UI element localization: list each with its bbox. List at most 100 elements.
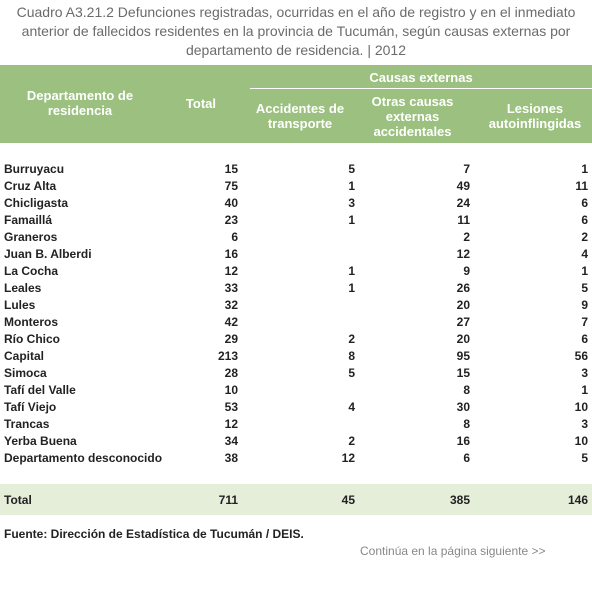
cell-value: 24 [456,196,470,210]
cell-value: 1 [581,264,588,278]
cell-value: 27 [456,315,470,329]
row-label: Tafí del Valle [4,383,76,397]
cell-value: 5 [348,366,355,380]
cell-value: 12 [224,417,238,431]
cell-value: 16 [224,247,238,261]
cell-value: 6 [581,332,588,346]
col-header: Departamento de residencia [26,88,134,118]
cell-value: 385 [449,493,470,507]
cell-value: 7 [463,162,470,176]
header-divider [250,88,592,89]
cell-value: 5 [581,281,588,295]
cell-value: 6 [581,213,588,227]
col-header: Accidentes de transporte [255,101,345,131]
cell-value: 7 [581,315,588,329]
cell-value: 26 [456,281,470,295]
row-label: Cruz Alta [4,179,57,193]
cell-value: 6 [463,451,470,465]
row-label: Capital [4,349,45,363]
total-band [0,484,592,515]
cell-value: 5 [581,451,588,465]
cell-value: 15 [224,162,238,176]
cell-value: 53 [224,400,238,414]
row-label: Río Chico [4,332,60,346]
cell-value: 16 [456,434,470,448]
continuation: Continúa en la página siguiente >> [360,544,546,558]
col-header: Lesiones autoinflingidas [488,101,582,131]
cell-value: 2 [463,230,470,244]
cell-value: 1 [348,213,355,227]
cell-value: 2 [348,434,355,448]
col-header: Otras causas externas accidentales [371,94,454,139]
row-label: Departamento desconocido [4,451,163,465]
cell-value: 12 [224,264,238,278]
cell-value: 12 [456,247,470,261]
row-label: Lules [4,298,36,312]
row-label: Burruyacu [4,162,65,176]
cell-value: 32 [224,298,238,312]
group-header: Causas externas [369,70,473,85]
cell-value: 2 [581,230,588,244]
cell-value: 56 [574,349,588,363]
row-label: Trancas [4,417,50,431]
cell-value: 711 [218,493,238,507]
row-label: Chicligasta [4,196,69,210]
cell-value: 34 [224,434,238,448]
row-label: Juan B. Alberdi [4,247,92,261]
cell-value: 2 [348,332,355,346]
cell-value: 1 [348,281,355,295]
cell-value: 95 [456,349,470,363]
cell-value: 15 [456,366,470,380]
header-band [0,65,592,143]
cell-value: 10 [574,434,588,448]
row-label: Simoca [4,366,47,380]
title-line: Cuadro A3.21.2 Defunciones registradas, … [16,4,576,20]
cell-value: 5 [348,162,355,176]
cell-value: 3 [348,196,355,210]
col-header: Total [185,96,216,111]
cell-value: 40 [224,196,238,210]
cell-value: 1 [581,162,588,176]
title-line: anterior de fallecidos residentes en la … [21,23,571,39]
cell-value: 11 [575,179,588,193]
source: Fuente: Dirección de Estadística de Tucu… [4,527,304,541]
title-line: departamento de residencia. | 2012 [185,42,406,58]
cell-value: 213 [217,349,238,363]
cell-value: 11 [457,213,470,227]
cell-value: 20 [456,298,470,312]
row-label: Yerba Buena [4,434,77,448]
cell-value: 29 [224,332,238,346]
row-label: La Cocha [4,264,59,278]
cell-value: 1 [348,264,355,278]
cell-value: 9 [581,298,588,312]
cell-value: 6 [231,230,238,244]
row-label: Total [4,493,32,507]
cell-value: 75 [224,179,238,193]
cell-value: 23 [224,213,238,227]
cell-value: 9 [463,264,470,278]
cell-value: 33 [224,281,238,295]
cell-value: 4 [581,247,588,261]
cell-value: 45 [341,493,355,507]
cell-value: 1 [348,179,355,193]
cell-value: 28 [224,366,238,380]
row-label: Graneros [4,230,58,244]
cell-value: 10 [574,400,588,414]
row-label: Leales [4,281,42,295]
cell-value: 6 [581,196,588,210]
row-label: Tafí Viejo [4,400,57,414]
cell-value: 20 [456,332,470,346]
cell-value: 12 [341,451,355,465]
cell-value: 8 [463,417,470,431]
cell-value: 8 [348,349,355,363]
cell-value: 49 [456,179,470,193]
cell-value: 10 [224,383,238,397]
row-label: Famaillá [4,213,53,227]
cell-value: 30 [456,400,470,414]
cell-value: 3 [581,417,588,431]
cell-value: 42 [224,315,238,329]
cell-value: 146 [567,493,588,507]
cell-value: 38 [224,451,238,465]
cell-value: 3 [581,366,588,380]
